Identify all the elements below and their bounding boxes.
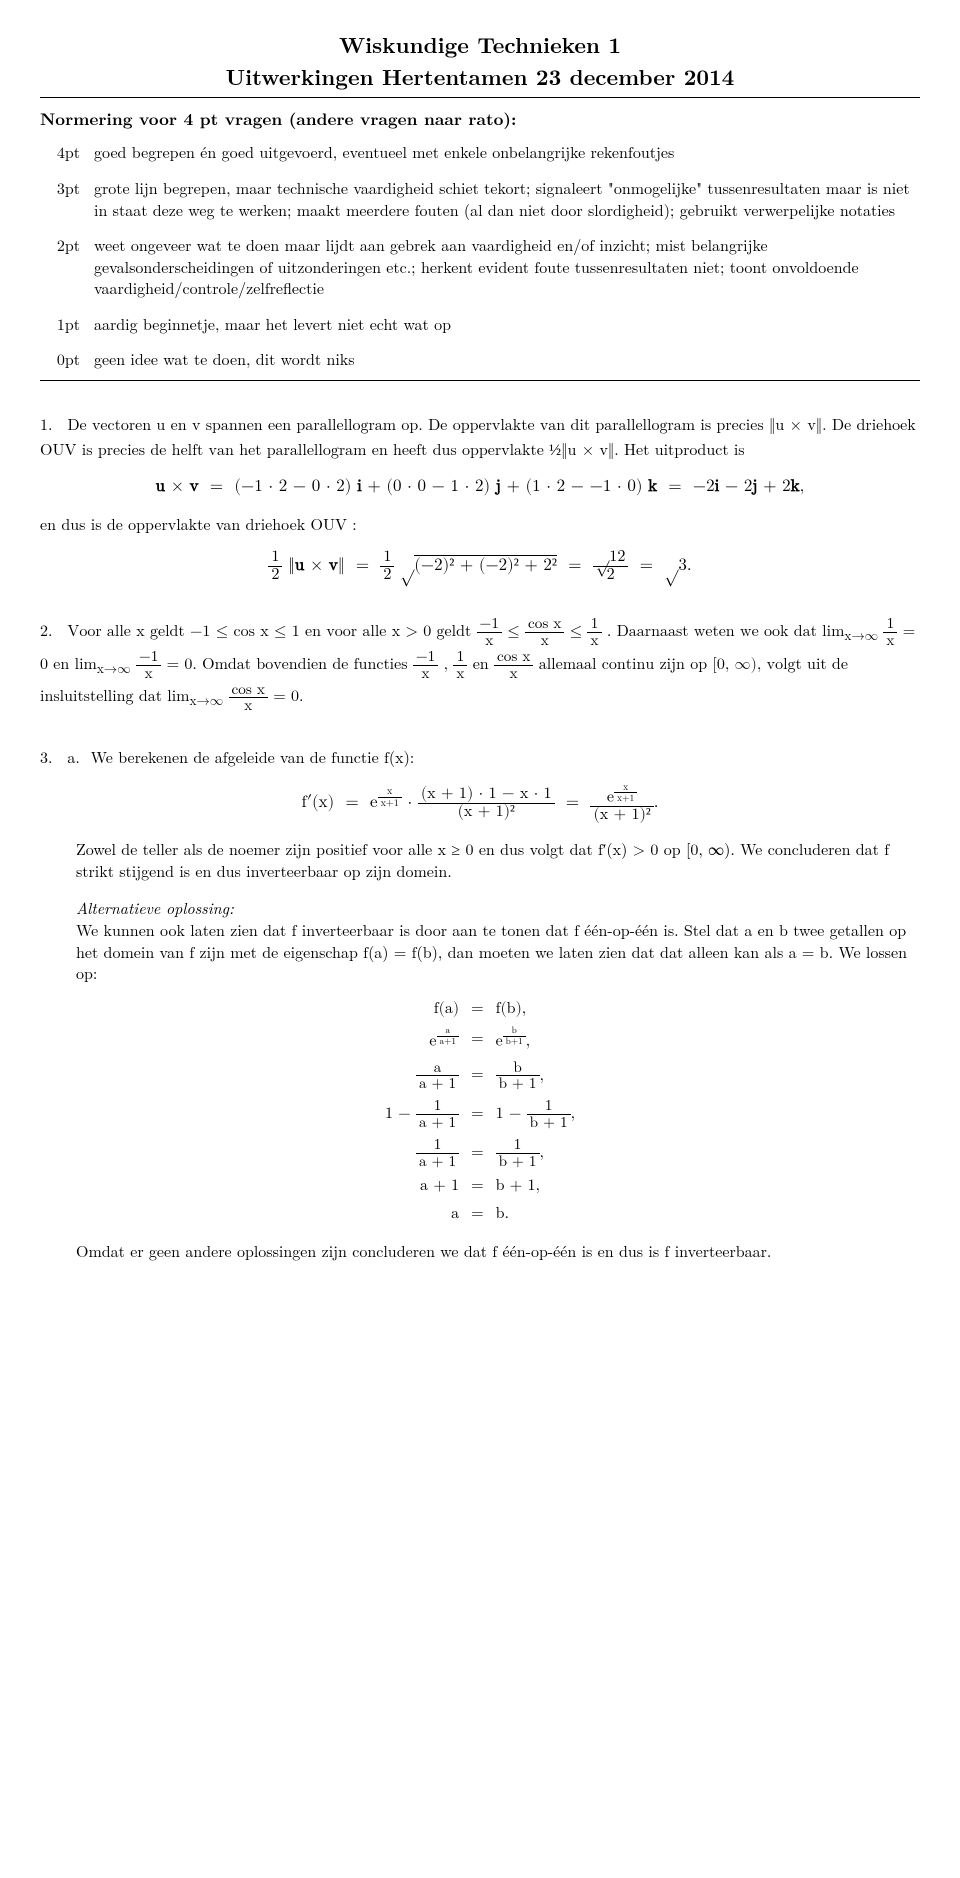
- rubric-pts: 2pt: [40, 234, 84, 299]
- problem-3a-intro: We berekenen de afgeleide van de functie…: [91, 745, 415, 768]
- p2-frag: = 0. Omdat bovendien de functies: [167, 657, 413, 673]
- norm-heading: Normering voor 4 pt vragen (andere vrage…: [40, 108, 920, 131]
- eq-row: a + 1=b + 1,: [379, 1173, 581, 1201]
- problem-1-eq2: 12 ‖u × v‖ = 12 √(−2)² + (−2)² + 2² = √1…: [40, 549, 920, 584]
- eq-row: f(a)=f(b),: [379, 996, 581, 1024]
- problem-1-eq1: u × v = (−1 · 2 − 0 · 2) i + (0 · 0 − 1 …: [40, 476, 920, 499]
- problem-3a-after: Zowel de teller als de noemer zijn posit…: [76, 838, 920, 881]
- rule-bottom: [40, 380, 920, 381]
- rubric-text: geen idee wat te doen, dit wordt niks: [94, 348, 920, 370]
- problem-3a-derivative: f′(x) = exx+1 · (x + 1) · 1 − x · 1(x + …: [40, 782, 920, 824]
- rule-top: [40, 97, 920, 98]
- eq-row: a=b.: [379, 1201, 581, 1229]
- subpart-label: a.: [67, 746, 85, 768]
- rubric-text: aardig beginnetje, maar het levert niet …: [94, 313, 920, 335]
- rubric-text: grote lijn begrepen, maar technische vaa…: [94, 177, 920, 220]
- p2-sub: x→∞: [190, 695, 224, 709]
- eq-row: aa + 1=bb + 1,: [379, 1057, 581, 1096]
- p2-frag: ,: [444, 657, 454, 673]
- rubric-pts: 4pt: [40, 141, 84, 163]
- rubric-text: goed begrepen én goed uitgevoerd, eventu…: [94, 141, 920, 163]
- p2-frag: . Daarnaast weten we ook dat lim: [607, 624, 845, 640]
- rubric-grid: 4pt goed begrepen én goed uitgevoerd, ev…: [40, 141, 920, 370]
- problem-1-mid: en dus is de oppervlakte van driehoek OU…: [40, 513, 920, 535]
- problem-1-intro: De vectoren u en v spannen een parallell…: [40, 418, 916, 459]
- p2-frag: Voor alle x geldt −1 ≤ cos x ≤ 1 en voor…: [67, 624, 476, 640]
- p2-frag: en: [473, 657, 494, 673]
- problem-1: 1. De vectoren u en v spannen een parall…: [40, 413, 920, 584]
- problem-3a-conclusion: Omdat er geen andere oplossingen zijn co…: [76, 1240, 920, 1262]
- page-title-line2: Uitwerkingen Hertentamen 23 december 201…: [40, 62, 920, 92]
- problem-3: 3. a. We berekenen de afgeleide van de f…: [40, 746, 920, 1262]
- problem-2: 2. Voor alle x geldt −1 ≤ cos x ≤ 1 en v…: [40, 616, 920, 715]
- problem-2-text: Voor alle x geldt −1 ≤ cos x ≤ 1 en voor…: [40, 624, 915, 706]
- eq-row: eaa+1=ebb+1,: [379, 1023, 581, 1056]
- page-title-line1: Wiskundige Technieken 1: [40, 30, 920, 60]
- p2-sub: x→∞: [844, 629, 878, 643]
- p2-frag: ≤: [570, 624, 588, 640]
- problem-3a-alt-text: We kunnen ook laten zien dat f inverteer…: [76, 919, 920, 984]
- rubric-pts: 0pt: [40, 348, 84, 370]
- p2-frag: ≤: [507, 624, 525, 640]
- rubric-pts: 1pt: [40, 313, 84, 335]
- problem-number: 3.: [40, 746, 62, 768]
- rubric-pts: 3pt: [40, 177, 84, 220]
- problem-number: 1.: [40, 413, 62, 435]
- rubric-text: weet ongeveer wat te doen maar lijdt aan…: [94, 234, 920, 299]
- eq-row: 1 − 1a + 1=1 − 1b + 1,: [379, 1095, 581, 1134]
- equation-align: f(a)=f(b), eaa+1=ebb+1, aa + 1=bb + 1, 1…: [379, 996, 581, 1229]
- p2-frag: = 0.: [273, 689, 303, 705]
- p2-sub: x→∞: [97, 662, 131, 676]
- problem-number: 2.: [40, 619, 62, 641]
- eq-row: 1a + 1=1b + 1,: [379, 1134, 581, 1173]
- alt-heading: Alternatieve oplossing:: [76, 897, 920, 919]
